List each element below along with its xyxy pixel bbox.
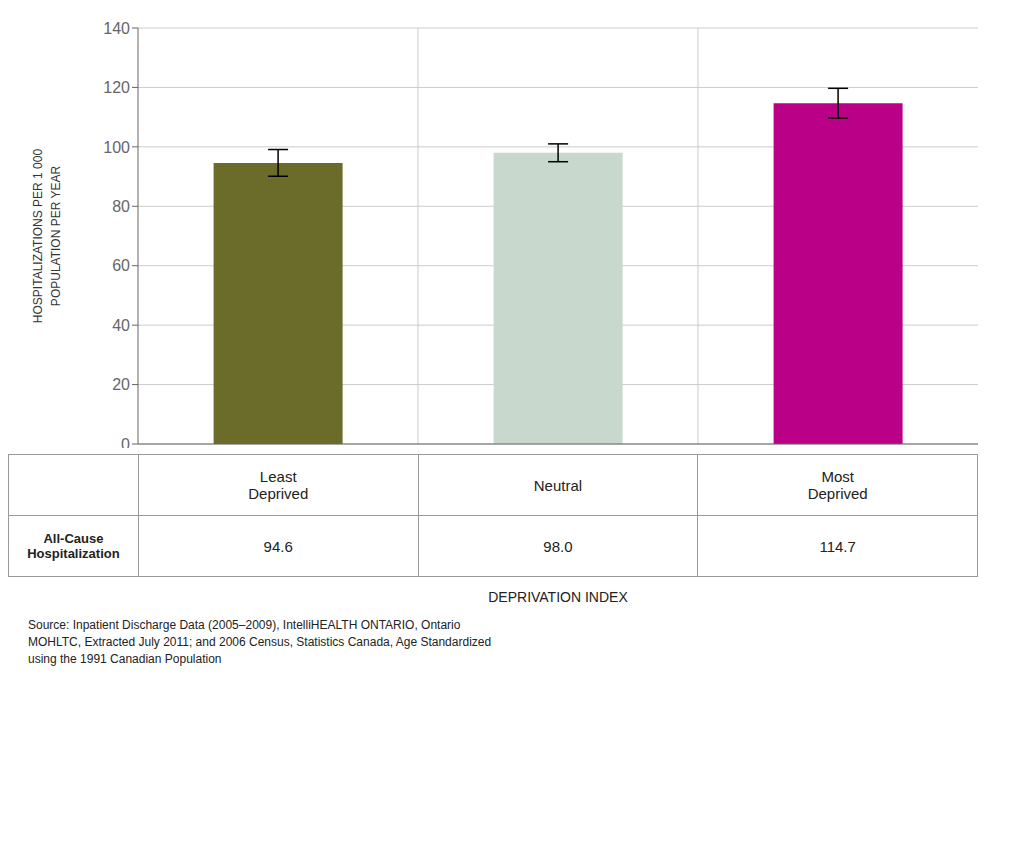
svg-text:120: 120 [103,79,130,96]
html-text:94.6: 94.6 [263,537,293,555]
html-text:Most Deprived: Most Deprived [807,468,868,502]
html-text:Least Deprived: Least Deprived [248,468,309,502]
html-text:Neutral: Neutral [533,476,583,494]
svg-text:HOSPITALIZATIONS PER 1 000POPU: HOSPITALIZATIONS PER 1 000POPULATION PER… [31,149,63,324]
html-text:98.0: 98.0 [543,537,573,555]
html-text:114.7: 114.7 [819,537,856,555]
html-text:All-Cause Hospitalization: All-Cause Hospitalization [27,531,120,561]
html-text:DEPRIVATION INDEX: DEPRIVATION INDEX [488,589,628,605]
svg-text:20: 20 [112,376,130,393]
svg-text:60: 60 [112,257,130,274]
svg-text:40: 40 [112,317,130,334]
svg-text:140: 140 [103,20,130,37]
svg-text:0: 0 [121,436,130,448]
svg-text:100: 100 [103,139,130,156]
html-text:Source: Inpatient Discharge Da: Source: Inpatient Discharge Data (2005–2… [28,618,492,666]
svg-text:80: 80 [112,198,130,215]
